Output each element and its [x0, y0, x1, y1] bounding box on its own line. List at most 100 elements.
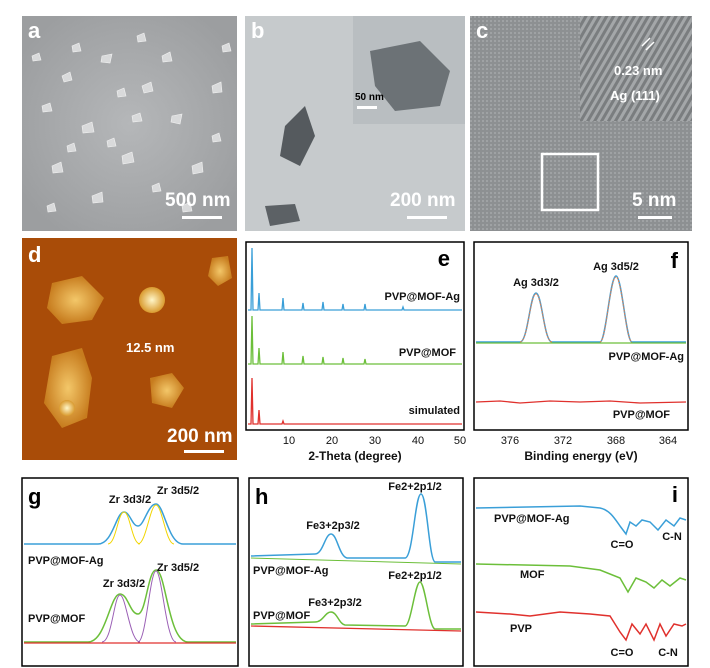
- x-tick: 368: [607, 435, 625, 447]
- curve-label-1: PVP@MOF-Ag: [384, 291, 460, 303]
- fe-fit-ag: [250, 557, 462, 565]
- curve-label-3: simulated: [409, 405, 460, 417]
- ftir-curve-mof: [475, 563, 687, 594]
- hrtem-inset: [580, 16, 692, 121]
- x-axis-title: 2-Theta (degree): [308, 449, 401, 463]
- fe-baseline-mof: [250, 625, 462, 632]
- peak-label-fe2: Fe2+2p1/2: [388, 570, 442, 582]
- peak-label-zr-3d3: Zr 3d3/2: [109, 494, 151, 506]
- band-label-cn: C-N: [658, 647, 678, 659]
- zr-curve-pvp-mof-ag: [24, 503, 236, 545]
- peak-label-zr-3d3: Zr 3d3/2: [103, 578, 145, 590]
- fe-xps-chart: h Fe3+2p3/2 Fe2+2p1/2 PVP@MOF-Ag Fe3+2p3…: [248, 477, 464, 667]
- scale-bar-label: 5 nm: [632, 190, 677, 211]
- plot-frame: [248, 477, 464, 667]
- panel-label-b: b: [251, 18, 265, 43]
- scale-bar: [407, 216, 447, 219]
- scale-bar: [638, 216, 672, 219]
- afm-flakes: [22, 238, 237, 460]
- panel-a-sem-image: a 500 nm: [22, 16, 237, 231]
- xps-fit-envelope: [519, 276, 633, 343]
- panel-label-e: e: [438, 246, 450, 271]
- xrd-chart: e PVP@MOF-Ag PVP@MOF simulated 10 20 30 …: [245, 241, 466, 463]
- panel-g-zr-xps-plot: g Zr 3d3/2 Zr 3d5/2 PVP@MOF-Ag Zr 3d3/2 …: [18, 474, 242, 668]
- panel-label-c: c: [476, 18, 489, 43]
- scale-bar-label: 200 nm: [167, 426, 233, 447]
- lattice-spacing-label: 0.23 nm: [614, 63, 663, 78]
- tem-flakes: [245, 16, 465, 231]
- panel-label-f: f: [671, 248, 679, 273]
- panel-label-g: g: [28, 484, 41, 509]
- zr-xps-chart: g Zr 3d3/2 Zr 3d5/2 PVP@MOF-Ag Zr 3d3/2 …: [21, 477, 239, 667]
- scale-bar-label: 200 nm: [390, 190, 456, 211]
- xrd-curve-simulated: [248, 377, 462, 425]
- panel-d-afm-image: d 12.5 nm 200 nm: [22, 238, 237, 460]
- curve-label-3: PVP: [510, 623, 532, 635]
- x-tick: 364: [659, 435, 677, 447]
- x-tick: 10: [283, 435, 295, 447]
- panel-h-fe-xps-plot: h Fe3+2p3/2 Fe2+2p1/2 PVP@MOF-Ag Fe3+2p3…: [245, 474, 467, 668]
- panel-c-hrtem-image: c 0.23 nm Ag (111) 5 nm: [470, 16, 692, 231]
- curve-label-1: PVP@MOF-Ag: [494, 513, 570, 525]
- peak-label-fe3: Fe3+2p3/2: [306, 520, 360, 532]
- plot-frame: [473, 477, 689, 667]
- curve-label-2: PVP@MOF: [253, 610, 310, 622]
- band-label-co: C=O: [611, 647, 634, 659]
- inset-scale-label: 50 nm: [355, 92, 384, 103]
- xps-curve-pvp-mof-ag: [476, 275, 686, 343]
- plot-frame: [245, 241, 465, 431]
- sem-particles: [22, 16, 237, 231]
- xrd-curve-pvp-mof-ag: [248, 247, 462, 311]
- ftir-curve-pvp: [475, 611, 687, 642]
- xps-curve-pvp-mof: [475, 400, 687, 404]
- curve-label-2: MOF: [520, 569, 545, 581]
- peak-label-ag-3d3: Ag 3d3/2: [513, 277, 559, 289]
- zr-fit-ag: [107, 504, 175, 545]
- peak-label-zr-3d5: Zr 3d5/2: [157, 562, 199, 574]
- peak-label-zr-3d5: Zr 3d5/2: [157, 485, 199, 497]
- x-tick: 50: [454, 435, 466, 447]
- curve-label-2: PVP@MOF: [399, 347, 456, 359]
- scale-bar-label: 500 nm: [165, 190, 231, 211]
- x-tick: 20: [326, 435, 338, 447]
- hrtem-lattice: [470, 16, 692, 231]
- x-tick: 30: [369, 435, 381, 447]
- panel-f-ag-xps-plot: f Ag 3d3/2 Ag 3d5/2 PVP@MOF-Ag PVP@MOF 3…: [470, 238, 692, 470]
- curve-label-1: PVP@MOF-Ag: [28, 555, 104, 567]
- curve-label-2: PVP@MOF: [28, 613, 85, 625]
- scale-bar: [184, 450, 224, 453]
- zr-curve-pvp-mof: [24, 569, 236, 643]
- zr-fit-mof: [101, 570, 177, 643]
- peak-label-fe2: Fe2+2p1/2: [388, 481, 442, 493]
- ftir-curve-pvp-mof-ag: [475, 505, 687, 536]
- lattice-plane-label: Ag (111): [610, 88, 660, 103]
- panel-b-tem-image: b 50 nm 200 nm: [245, 16, 465, 231]
- height-label: 12.5 nm: [126, 340, 175, 355]
- inset-scale-bar: [357, 106, 377, 109]
- x-axis-title: Binding energy (eV): [524, 449, 637, 463]
- panel-label-d: d: [28, 242, 42, 267]
- ag-xps-chart: f Ag 3d3/2 Ag 3d5/2 PVP@MOF-Ag PVP@MOF 3…: [473, 241, 689, 463]
- fe-curve-pvp-mof-ag: [250, 493, 461, 563]
- curve-label-1: PVP@MOF-Ag: [253, 565, 329, 577]
- curve-label-2: PVP@MOF: [613, 409, 670, 421]
- panel-label-i: i: [672, 482, 678, 507]
- band-label-cn: C-N: [662, 531, 682, 543]
- x-tick: 376: [501, 435, 519, 447]
- peak-label-fe3: Fe3+2p3/2: [308, 597, 362, 609]
- plot-frame: [473, 241, 689, 431]
- curve-label-1: PVP@MOF-Ag: [608, 351, 684, 363]
- panel-i-ftir-plot: i PVP@MOF-Ag MOF PVP C=O C-N C=O C-N: [470, 474, 692, 668]
- fe-curve-pvp-mof: [250, 581, 461, 630]
- x-tick: 40: [412, 435, 424, 447]
- x-tick: 372: [554, 435, 572, 447]
- peak-label-ag-3d5: Ag 3d5/2: [593, 261, 639, 273]
- panel-label-a: a: [28, 18, 41, 43]
- scale-bar: [182, 216, 222, 219]
- plot-frame: [21, 477, 239, 667]
- panel-label-h: h: [255, 484, 268, 509]
- xrd-curve-pvp-mof: [248, 315, 462, 365]
- ftir-chart: i PVP@MOF-Ag MOF PVP C=O C-N C=O C-N: [473, 477, 689, 667]
- selection-box: [540, 152, 600, 212]
- panel-e-xrd-plot: e PVP@MOF-Ag PVP@MOF simulated 10 20 30 …: [242, 238, 468, 470]
